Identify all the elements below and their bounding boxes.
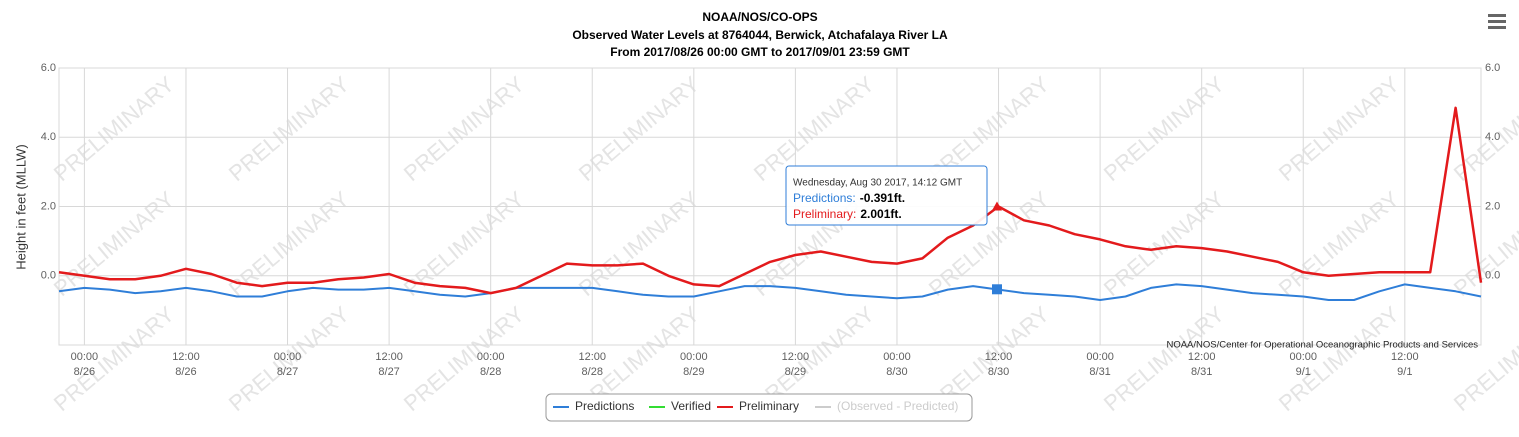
x-tick-label: 8/27 xyxy=(378,366,399,378)
x-tick-label: 8/30 xyxy=(988,366,1009,378)
x-tick-label: 00:00 xyxy=(71,351,99,363)
x-tick-label: 8/27 xyxy=(277,366,298,378)
tooltip-box xyxy=(785,165,988,226)
tooltip-name: Predictions: xyxy=(793,191,856,205)
legend: Predictions Verified Preliminary (Observed … xyxy=(553,399,958,413)
x-tick-label: 8/29 xyxy=(785,366,806,378)
x-tick-label: 12:00 xyxy=(782,351,810,363)
x-tick-label: 8/28 xyxy=(480,366,501,378)
y-tick-label: 4.0 xyxy=(41,131,56,143)
tooltip-name: Preliminary: xyxy=(793,207,856,221)
x-tick-label: 12:00 xyxy=(375,351,403,363)
y-tick-label: 6.0 xyxy=(41,62,56,74)
x-tick-label: 00:00 xyxy=(477,351,505,363)
grid: 6.0 4.0 2.0 0.0 6.0 4.0 2.0 0.0 00:00 8/26 12:00 8/… xyxy=(41,62,1501,378)
x-tick-label: 9/1 xyxy=(1397,366,1412,378)
menu-bar xyxy=(1488,20,1506,23)
x-tick-label: 8/30 xyxy=(886,366,907,378)
y-axis-title: Height in feet (MLLW) xyxy=(13,144,28,269)
x-tick-label: 12:00 xyxy=(985,351,1013,363)
tooltip-value: 2.001ft. xyxy=(860,207,901,221)
x-tick-label: 8/31 xyxy=(1191,366,1212,378)
series-line xyxy=(58,283,1482,301)
y-tick-label: 2.0 xyxy=(41,200,56,212)
menu-bar xyxy=(1488,14,1506,17)
tooltip-value: -0.391ft. xyxy=(860,191,905,205)
x-tick-label: 12:00 xyxy=(172,351,200,363)
tooltip-header: Wednesday, Aug 30 2017, 14:12 GMT xyxy=(793,178,962,189)
legend-label: Verified xyxy=(671,399,711,413)
credits: NOAA/NOS/Center for Operational Oceanogr… xyxy=(1166,340,1478,351)
x-tick-label: 00:00 xyxy=(274,351,302,363)
x-tick-label: 8/29 xyxy=(683,366,704,378)
x-tick-label: 9/1 xyxy=(1296,366,1311,378)
y2-tick-label: 2.0 xyxy=(1485,200,1500,212)
x-tick-label: 8/28 xyxy=(582,366,603,378)
hover-marker xyxy=(992,284,1002,295)
chart-subtitle: Observed Water Levels at 8764044, Berwic… xyxy=(572,28,948,42)
y2-tick-label: 6.0 xyxy=(1485,62,1500,74)
x-tick-label: 8/31 xyxy=(1089,366,1110,378)
x-tick-label: 00:00 xyxy=(1086,351,1114,363)
x-tick-label: 00:00 xyxy=(680,351,708,363)
x-tick-label: 12:00 xyxy=(578,351,606,363)
hover-marker xyxy=(992,201,1002,211)
lines xyxy=(58,106,1483,301)
x-tick-label: 12:00 xyxy=(1188,351,1216,363)
y2-tick-label: 0.0 xyxy=(1485,270,1500,282)
chart-subtitle: From 2017/08/26 00:00 GMT to 2017/09/01 … xyxy=(610,45,910,59)
legend-label: Predictions xyxy=(575,399,634,413)
y-tick-label: 0.0 xyxy=(41,270,56,282)
legend-label: (Observed - Predicted) xyxy=(837,399,958,413)
x-tick-label: 00:00 xyxy=(883,351,911,363)
plot-border xyxy=(58,67,1482,346)
x-tick-label: 12:00 xyxy=(1391,351,1419,363)
series-line xyxy=(58,106,1483,295)
tooltip: Wednesday, Aug 30 2017, 14:12 GMT Predict… xyxy=(785,165,1002,295)
chart-title: NOAA/NOS/CO-OPS xyxy=(702,10,817,24)
y2-tick-label: 4.0 xyxy=(1485,131,1500,143)
legend-label: Preliminary xyxy=(739,399,799,413)
menu-bar xyxy=(1488,26,1506,29)
x-tick-label: 8/26 xyxy=(175,366,196,378)
x-tick-label: 00:00 xyxy=(1289,351,1317,363)
legend-box xyxy=(545,393,973,422)
menu-button[interactable] xyxy=(1488,14,1506,29)
x-tick-label: 8/26 xyxy=(74,366,95,378)
